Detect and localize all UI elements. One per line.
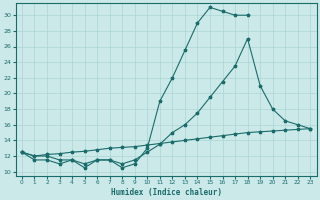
X-axis label: Humidex (Indice chaleur): Humidex (Indice chaleur) — [111, 188, 221, 197]
